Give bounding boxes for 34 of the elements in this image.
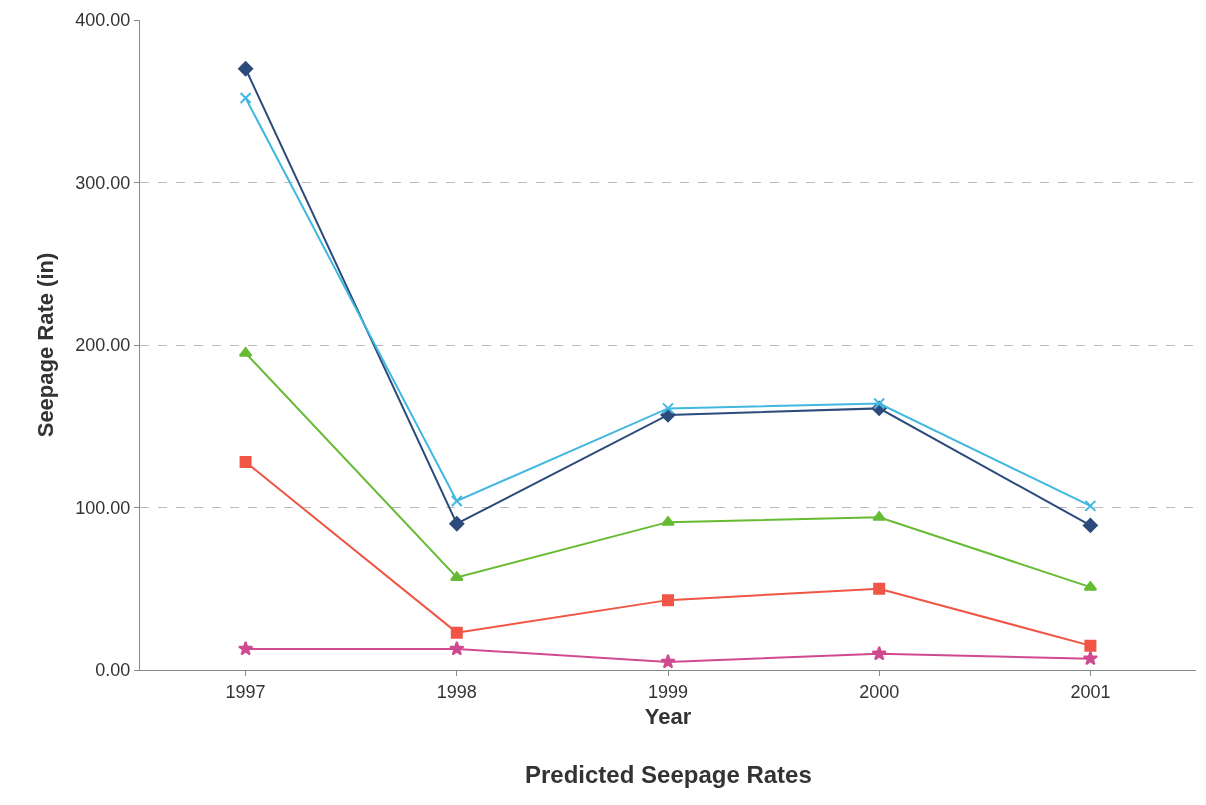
point — [872, 511, 886, 521]
point — [450, 571, 464, 581]
point — [237, 640, 254, 656]
x-tick-label: 2001 — [1070, 681, 1111, 702]
point — [660, 653, 676, 669]
point — [661, 516, 675, 526]
point — [449, 640, 465, 656]
point — [449, 516, 465, 532]
x-tick-label: 1997 — [225, 681, 266, 702]
point — [662, 402, 674, 415]
text: Predicted Seepage Rates — [525, 761, 812, 788]
y-tick-label: 300.00 — [75, 172, 131, 193]
point — [450, 626, 463, 639]
point — [662, 594, 674, 607]
point — [238, 61, 254, 77]
point — [1082, 650, 1099, 666]
point — [873, 397, 886, 410]
x-tick-label: 2000 — [859, 681, 900, 702]
y-tick-label: 400.00 — [75, 10, 131, 31]
point — [450, 495, 463, 507]
point — [1084, 499, 1097, 512]
point — [1082, 517, 1098, 533]
x-tick-label: 1999 — [647, 681, 689, 702]
y-tick-label: 100.00 — [75, 497, 131, 518]
y-tick-label: 200.00 — [75, 335, 131, 356]
point — [239, 456, 252, 468]
point — [239, 92, 252, 104]
point — [1084, 639, 1097, 652]
x-tick-label: 1998 — [436, 681, 477, 702]
y-axis-title: Seepage Rate (in) — [33, 252, 59, 438]
point — [873, 582, 886, 595]
point — [871, 645, 887, 661]
y-tick-label: 0.00 — [95, 660, 131, 681]
x-axis-title: Year — [644, 704, 692, 730]
